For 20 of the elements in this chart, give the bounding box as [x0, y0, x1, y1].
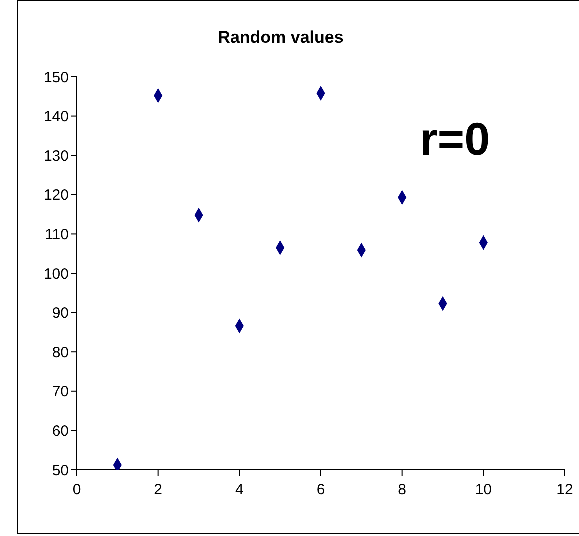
y-tick-label: 130 [44, 148, 69, 165]
y-tick-label: 90 [52, 305, 69, 322]
annotation: r=0 [418, 112, 492, 166]
y-tick-label: 110 [45, 226, 69, 244]
y-tick-label: 50 [52, 462, 69, 480]
x-tick-label: 4 [235, 482, 244, 499]
x-tick-label: 10 [475, 482, 492, 499]
x-tick-label: 0 [72, 482, 82, 499]
y-tick-label: 80 [52, 344, 69, 362]
y-tick-label: 100 [44, 266, 69, 283]
y-tick-label: 140 [44, 108, 69, 126]
x-tick-label: 2 [154, 482, 163, 499]
y-tick-label: 60 [52, 423, 69, 440]
y-tick-label: 120 [44, 187, 69, 204]
x-tick-label: 6 [316, 482, 326, 499]
y-tick-label: 70 [52, 384, 69, 401]
y-tick-label: 150 [44, 69, 69, 86]
chart-title: Random values [217, 28, 345, 48]
x-tick-label: 12 [556, 482, 574, 499]
x-tick-label: 8 [398, 482, 407, 499]
